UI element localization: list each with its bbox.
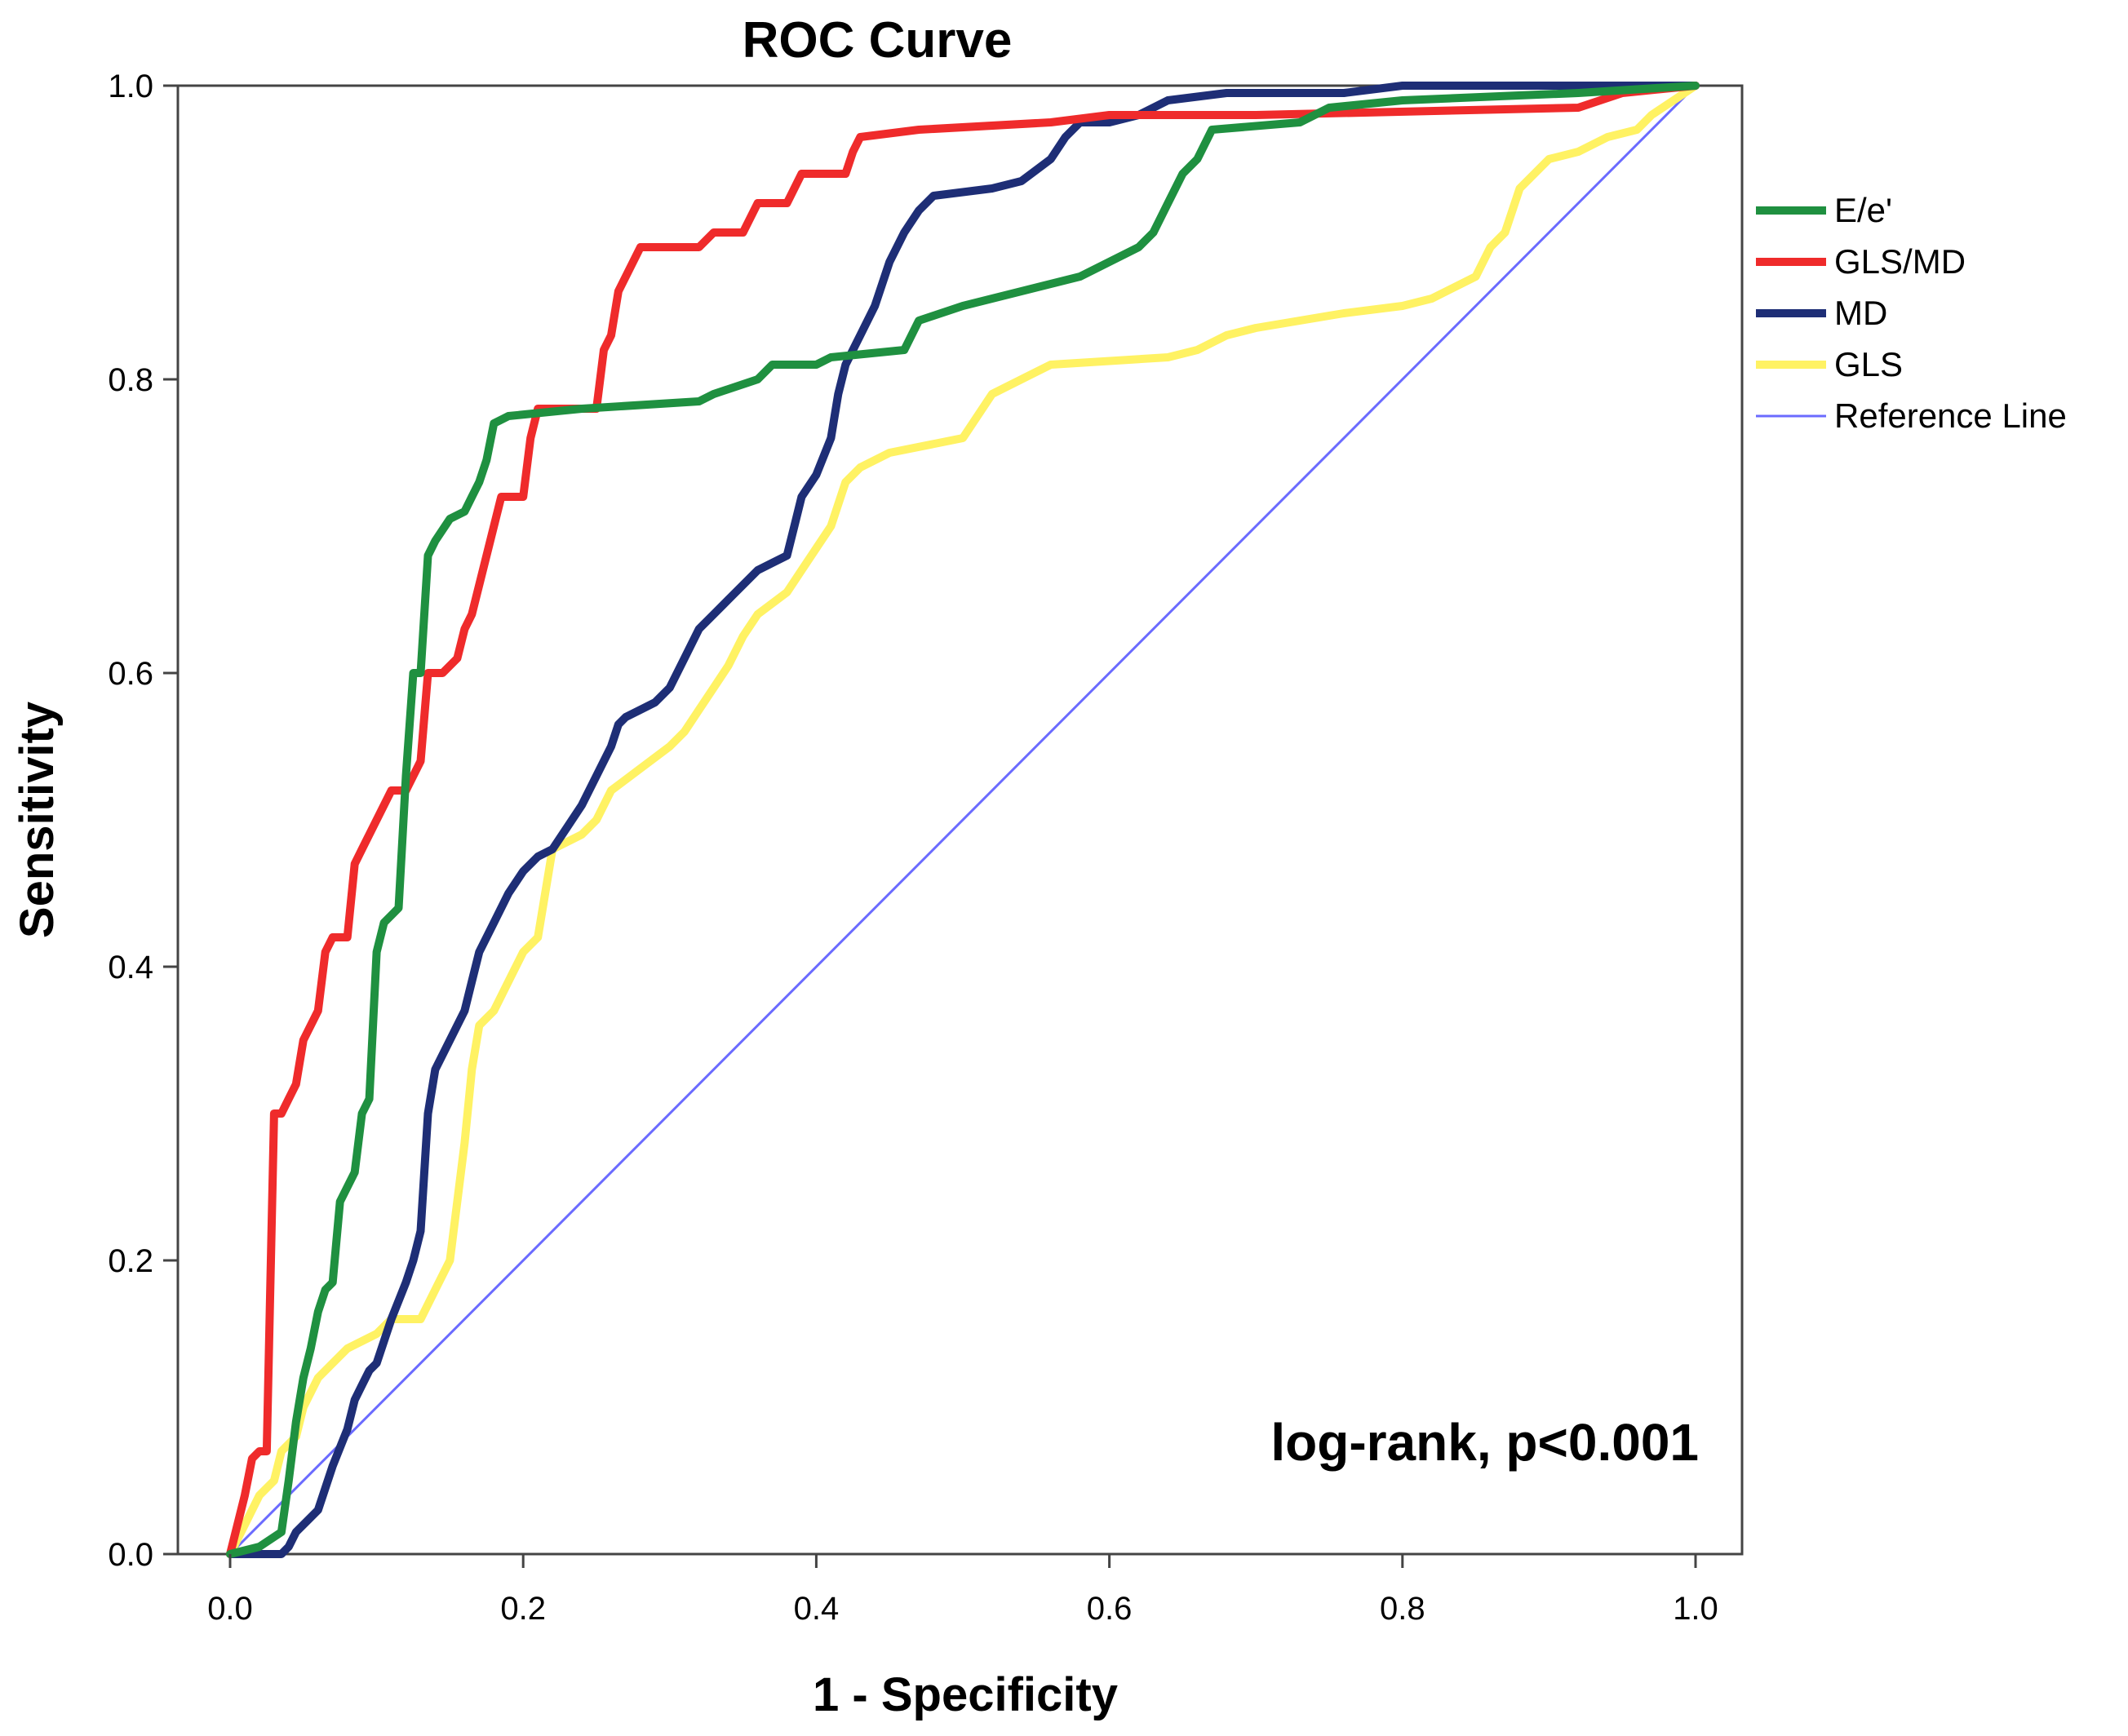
y-tick-label: 0.8 [108, 362, 153, 398]
x-tick-label: 1.0 [1673, 1591, 1718, 1627]
series-line-e-e [226, 82, 1700, 1558]
x-axis-label: 1 - Specificity [813, 1668, 1118, 1721]
x-axis: 0.0 0.2 0.4 0.6 0.8 1.0 [207, 1554, 1718, 1627]
x-tick-label: 0.0 [207, 1591, 253, 1627]
series-line-gls-md [226, 82, 1700, 1558]
legend: E/e' GLS/MD MD GLS Reference Line [1756, 191, 2067, 435]
legend-label-gls: GLS [1834, 345, 1903, 383]
y-tick-label: 0.4 [108, 950, 153, 985]
chart-title: ROC Curve [743, 12, 1013, 69]
legend-label-gls-md: GLS/MD [1834, 242, 1966, 281]
series-layer [226, 82, 1700, 1558]
y-tick-label: 0.6 [108, 656, 153, 692]
x-tick-label: 0.8 [1380, 1591, 1425, 1627]
legend-label-reference-line: Reference Line [1834, 396, 2067, 435]
y-axis: 0.0 0.2 0.4 0.6 0.8 1.0 [108, 69, 178, 1573]
y-axis-label: Sensitivity [11, 702, 64, 938]
x-tick-label: 0.2 [500, 1591, 546, 1627]
legend-label-e-e: E/e' [1834, 191, 1892, 229]
plot-area [176, 84, 1744, 1556]
legend-label-md: MD [1834, 294, 1887, 332]
x-tick-label: 0.4 [794, 1591, 840, 1627]
series-line-gls [226, 82, 1700, 1558]
y-tick-label: 0.0 [108, 1537, 153, 1573]
log-rank-annotation: log-rank, p<0.001 [1270, 1413, 1699, 1472]
series-line-md [226, 82, 1700, 1558]
series-line-reference-line [228, 84, 1697, 1556]
x-tick-label: 0.6 [1087, 1591, 1133, 1627]
y-tick-label: 1.0 [108, 69, 153, 104]
y-tick-label: 0.2 [108, 1243, 153, 1279]
